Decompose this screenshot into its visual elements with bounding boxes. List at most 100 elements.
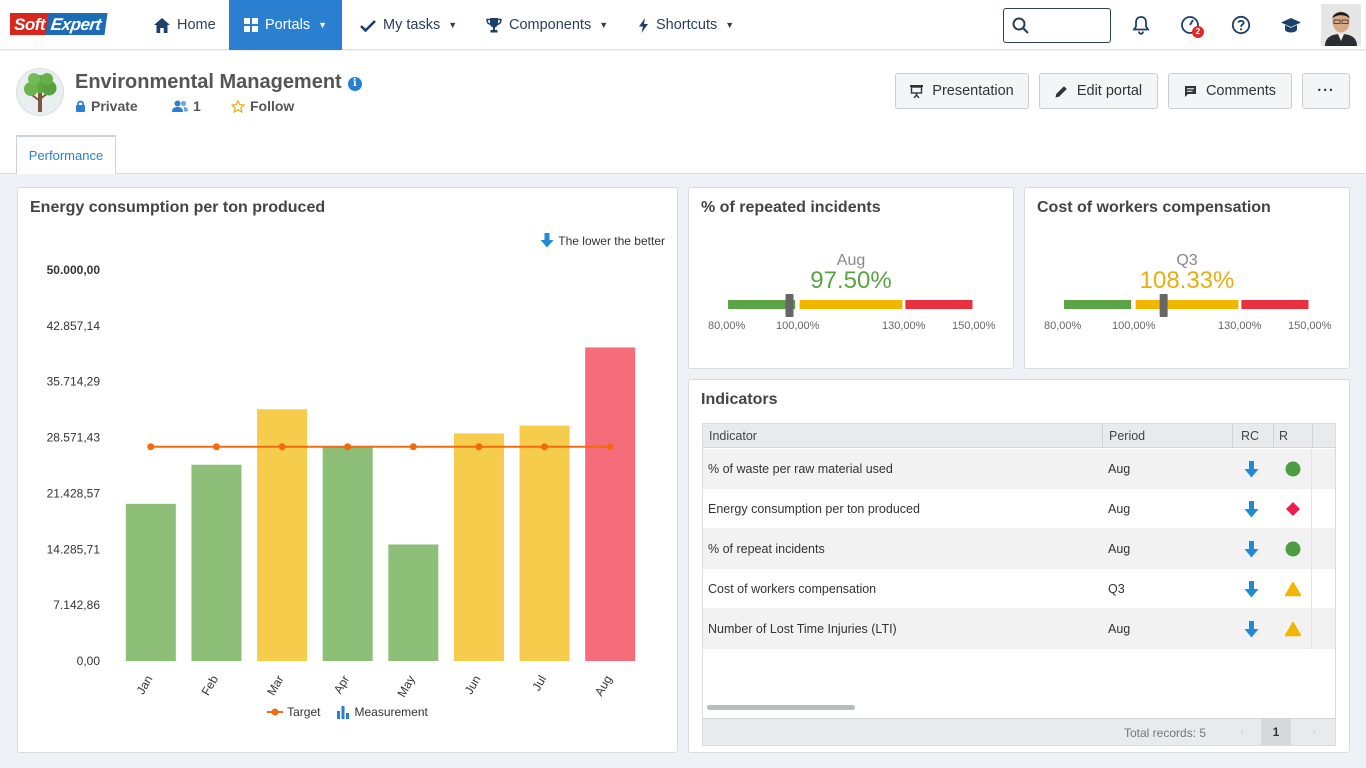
gauge-label-max: 150,00% xyxy=(1288,320,1332,332)
gauge-label-min: 80,00% xyxy=(1044,320,1082,332)
graduation-cap-icon xyxy=(1281,18,1301,33)
down-arrow-icon xyxy=(1244,540,1259,557)
notifications-button[interactable] xyxy=(1128,12,1154,38)
gauge-label-min: 80,00% xyxy=(708,320,746,332)
cell-indicator: Cost of workers compensation xyxy=(708,582,877,596)
x-tick-label: Mar xyxy=(264,673,286,698)
chevron-down-icon: ▼ xyxy=(599,20,609,30)
presentation-icon xyxy=(910,84,924,98)
nav-portals-label: Portals xyxy=(264,17,311,33)
column-divider xyxy=(1311,529,1312,569)
cell-r xyxy=(1285,569,1301,609)
compensation-gauge-bar xyxy=(1064,294,1309,317)
x-tick-label: May xyxy=(394,673,417,700)
table-footer: Total records: 5 ‹ 1 › xyxy=(703,718,1335,745)
nav-my-tasks[interactable]: My tasks ▼ xyxy=(360,0,457,50)
cell-rc xyxy=(1244,449,1259,489)
ellipsis-icon: ··· xyxy=(1317,83,1335,99)
measurement-bar xyxy=(388,544,439,661)
line-marker-icon xyxy=(267,708,284,716)
tab-performance[interactable]: Performance xyxy=(16,135,116,174)
target-point xyxy=(541,443,549,451)
learning-button[interactable] xyxy=(1278,12,1304,38)
privacy-status: Private xyxy=(75,98,138,114)
measurement-bar xyxy=(453,433,504,661)
nav-components[interactable]: Components ▼ xyxy=(486,0,608,50)
user-avatar[interactable] xyxy=(1321,4,1361,46)
gauge-segment xyxy=(728,300,796,309)
gauge-segment xyxy=(905,300,973,309)
cell-r xyxy=(1285,449,1301,489)
nav-portals[interactable]: Portals ▼ xyxy=(229,0,342,50)
cell-rc xyxy=(1244,529,1259,569)
pagination-next-button[interactable]: › xyxy=(1312,726,1316,738)
gauge-label-target: 100,00% xyxy=(1112,320,1156,332)
lower-better-hint: The lower the better xyxy=(540,233,665,248)
softexpert-logo[interactable]: Soft Expert xyxy=(10,13,108,37)
column-header-r[interactable]: R xyxy=(1274,424,1313,448)
legend-measurement[interactable]: Measurement xyxy=(336,705,428,719)
measurement-bar xyxy=(519,425,570,661)
indicators-title: Indicators xyxy=(701,391,778,408)
compensation-gauge-value: 108.33% xyxy=(1139,267,1235,294)
measurement-bar xyxy=(191,464,242,661)
table-row[interactable]: Number of Lost Time Injuries (LTI) Aug xyxy=(703,609,1335,649)
target-point xyxy=(409,443,417,451)
gauge-segment xyxy=(1241,300,1309,309)
energy-bar-chart: 0,00 7.142,86 14.285,71 21.428,57 28.571,43 3… xyxy=(47,263,636,700)
down-arrow-icon xyxy=(1244,580,1259,597)
table-header: Indicator Period RC R xyxy=(703,424,1335,448)
trophy-icon xyxy=(486,17,502,32)
gauge-segment xyxy=(1064,300,1132,309)
more-options-button[interactable]: ··· xyxy=(1302,73,1350,109)
comment-icon xyxy=(1184,85,1196,97)
column-header-period[interactable]: Period xyxy=(1103,424,1233,448)
legend-measurement-label: Measurement xyxy=(354,705,428,719)
cell-period: Aug xyxy=(1108,622,1131,636)
cell-period: Aug xyxy=(1108,542,1131,556)
down-arrow-icon xyxy=(1244,500,1259,517)
table-row[interactable]: % of waste per raw material used Aug xyxy=(703,449,1335,489)
indicators-table: Indicator Period RC R % of waste per raw… xyxy=(702,423,1336,746)
gauge-label-target: 100,00% xyxy=(776,320,820,332)
horizontal-scrollbar[interactable] xyxy=(707,705,855,710)
comments-button[interactable]: Comments xyxy=(1168,73,1292,109)
members-count[interactable]: 1 xyxy=(172,98,201,114)
pagination-prev-button[interactable]: ‹ xyxy=(1240,726,1244,738)
info-icon[interactable]: i xyxy=(347,77,362,91)
column-header-indicator[interactable]: Indicator xyxy=(703,424,1103,448)
incidents-gauge-period: Aug xyxy=(836,252,866,269)
nav-home[interactable]: Home xyxy=(154,0,216,50)
nav-home-label: Home xyxy=(177,17,216,33)
table-row[interactable]: Energy consumption per ton produced Aug xyxy=(703,489,1335,529)
y-tick-label: 0,00 xyxy=(77,654,101,668)
nav-shortcuts[interactable]: Shortcuts ▼ xyxy=(638,0,734,50)
cell-indicator: % of waste per raw material used xyxy=(708,462,893,476)
legend-target[interactable]: Target xyxy=(267,705,320,719)
table-row[interactable]: % of repeat incidents Aug xyxy=(703,529,1335,569)
compensation-gauge-period: Q3 xyxy=(1176,252,1198,269)
status-green-circle-icon xyxy=(1285,541,1301,557)
bell-icon xyxy=(1132,16,1150,35)
tasks-counter-button[interactable]: 2 xyxy=(1177,12,1204,38)
page-title: Environmental Management i xyxy=(75,71,362,94)
help-icon xyxy=(1231,15,1251,35)
tree-icon xyxy=(24,73,57,112)
help-button[interactable] xyxy=(1228,12,1254,38)
tab-performance-label: Performance xyxy=(28,148,104,163)
chevron-down-icon: ▼ xyxy=(318,20,328,30)
follow-button[interactable]: Follow xyxy=(231,98,294,114)
cell-rc xyxy=(1244,609,1259,649)
presentation-button[interactable]: Presentation xyxy=(895,73,1029,109)
cell-r xyxy=(1285,489,1301,529)
target-point xyxy=(475,443,483,451)
search-input[interactable] xyxy=(1003,8,1111,43)
table-row[interactable]: Cost of workers compensation Q3 xyxy=(703,569,1335,609)
pagination-page-button[interactable]: 1 xyxy=(1261,719,1291,745)
lock-icon xyxy=(76,100,85,112)
target-point xyxy=(278,443,286,451)
y-tick-label: 42.857,14 xyxy=(47,319,101,333)
edit-portal-button[interactable]: Edit portal xyxy=(1039,73,1158,109)
cell-indicator: % of repeat incidents xyxy=(708,542,825,556)
column-header-rc[interactable]: RC xyxy=(1233,424,1274,448)
